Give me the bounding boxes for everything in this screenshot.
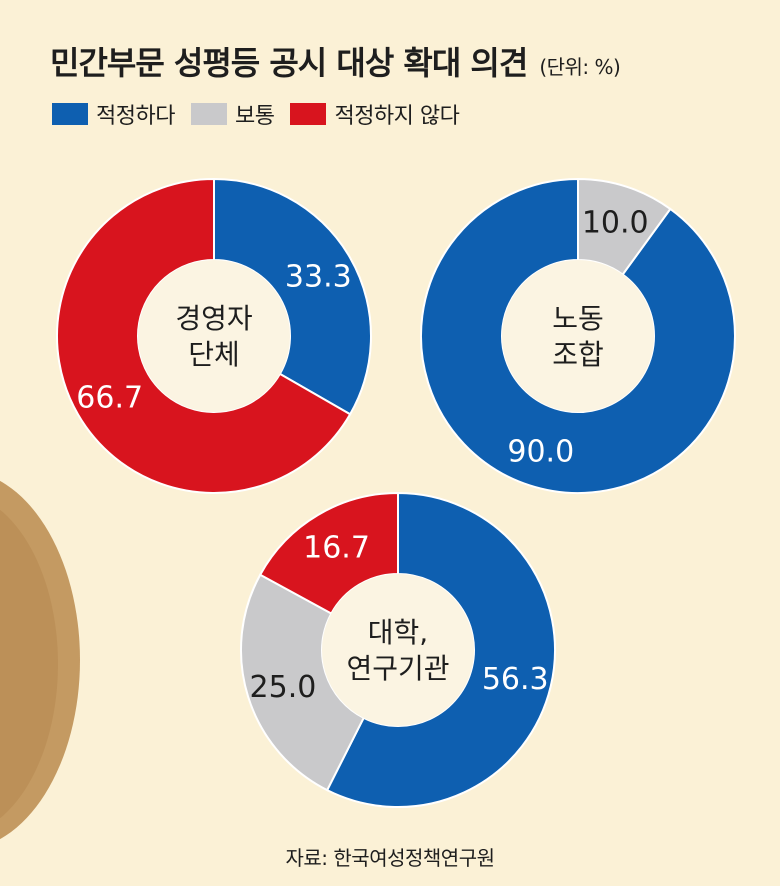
donut-center-label: 대학, <box>368 616 428 649</box>
donut-slice <box>240 573 366 792</box>
donut-center-label: 노동 <box>552 302 604 335</box>
legend-label-neutral: 보통 <box>234 104 275 129</box>
slice-value-label: 56.3 <box>482 662 549 697</box>
legend-label-appropriate: 적정하다 <box>96 104 175 129</box>
legend-item-inappropriate: 적정하지 않다 <box>290 98 460 130</box>
legend-swatch-inappropriate <box>290 103 327 125</box>
donut-chart-3: 56.3 25.0 16.7 대학,연구기관 <box>240 491 556 808</box>
legend-swatch-appropriate <box>52 103 88 125</box>
unit-label: (단위: %) <box>539 55 621 79</box>
donut-center-label: 경영자 <box>175 302 252 335</box>
legend-item-neutral: 보통 <box>190 98 275 130</box>
donut-center-label: 조합 <box>552 338 604 371</box>
legend-item-appropriate: 적정하다 <box>52 98 175 130</box>
slice-value-label: 10.0 <box>582 205 649 240</box>
donut-center-label: 단체 <box>188 338 240 371</box>
donut-center-label: 연구기관 <box>346 652 449 685</box>
donut-center <box>502 260 654 412</box>
slice-value-label: 33.3 <box>285 260 352 295</box>
title-row: 민간부문 성평등 공시 대상 확대 의견 (단위: %) <box>50 38 621 84</box>
donut-center <box>322 574 474 726</box>
legend-label-inappropriate: 적정하지 않다 <box>334 104 460 129</box>
legend-swatch-neutral <box>190 103 227 125</box>
slice-value-label: 25.0 <box>250 670 317 705</box>
slice-value-label: 16.7 <box>303 530 370 565</box>
chart-title: 민간부문 성평등 공시 대상 확대 의견 <box>50 44 528 82</box>
donut-center <box>138 260 290 412</box>
slice-value-label: 90.0 <box>507 435 574 470</box>
slice-value-label: 66.7 <box>76 380 143 415</box>
donut-slice <box>56 177 352 494</box>
legend: 적정하다 보통 적정하지 않다 <box>52 98 475 130</box>
source-note: 자료: 한국여성정책연구원 <box>285 846 496 870</box>
